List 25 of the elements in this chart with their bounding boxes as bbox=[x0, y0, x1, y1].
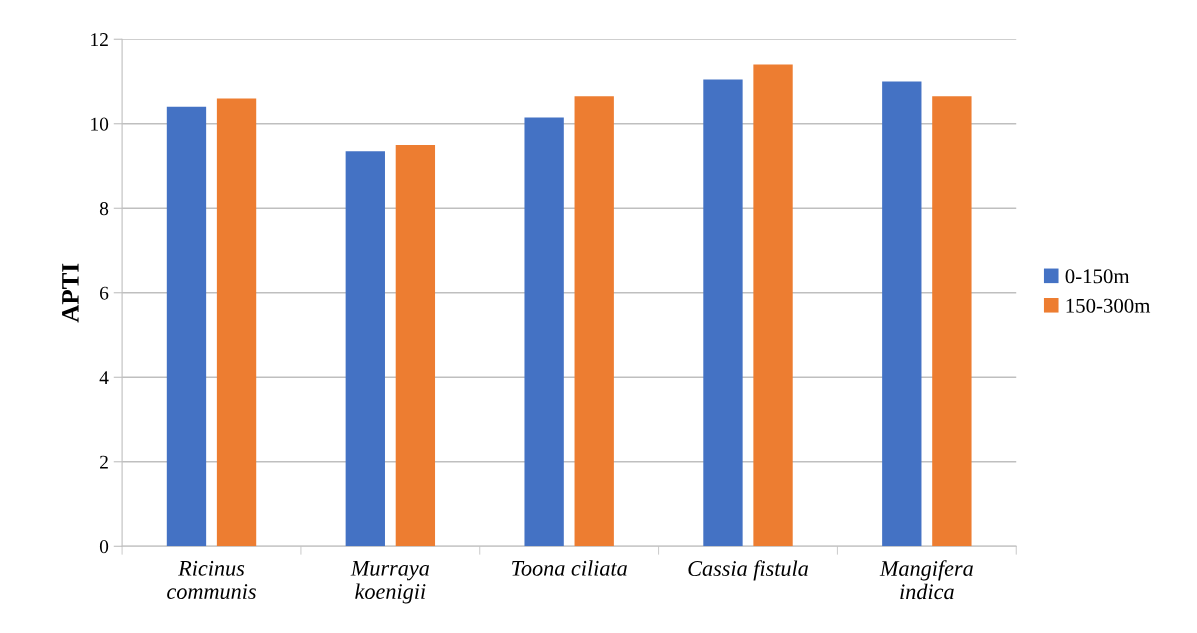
x-tick-label: Toona ciliata bbox=[512, 560, 627, 576]
x-tick-label: Ricinus communis bbox=[167, 560, 256, 600]
y-axis-title: APTI bbox=[62, 263, 79, 323]
bar bbox=[345, 151, 385, 547]
bar bbox=[703, 79, 743, 547]
bar bbox=[574, 96, 614, 547]
y-tick-label: 4 bbox=[99, 371, 109, 385]
x-tick-label: Mangifera indica bbox=[879, 560, 973, 600]
y-tick-label: 12 bbox=[91, 33, 108, 46]
x-tick-label: Murraya koenigii bbox=[350, 560, 430, 604]
y-tick-label: 6 bbox=[100, 286, 109, 300]
y-tick-label: 8 bbox=[99, 202, 109, 216]
legend-label: 150-300m bbox=[1066, 298, 1151, 313]
bar bbox=[166, 106, 207, 547]
y-tick-label: 2 bbox=[100, 455, 108, 469]
bar bbox=[753, 64, 793, 547]
y-tick-label: 10 bbox=[91, 117, 109, 131]
bar bbox=[932, 96, 972, 547]
bar bbox=[216, 98, 257, 547]
y-tick-label: 0 bbox=[99, 540, 109, 554]
x-tick-label: Cassia fistula bbox=[688, 560, 808, 581]
bar bbox=[524, 117, 564, 547]
bar bbox=[395, 144, 436, 547]
legend-label: 0-150m bbox=[1065, 269, 1130, 284]
bar bbox=[882, 81, 922, 547]
